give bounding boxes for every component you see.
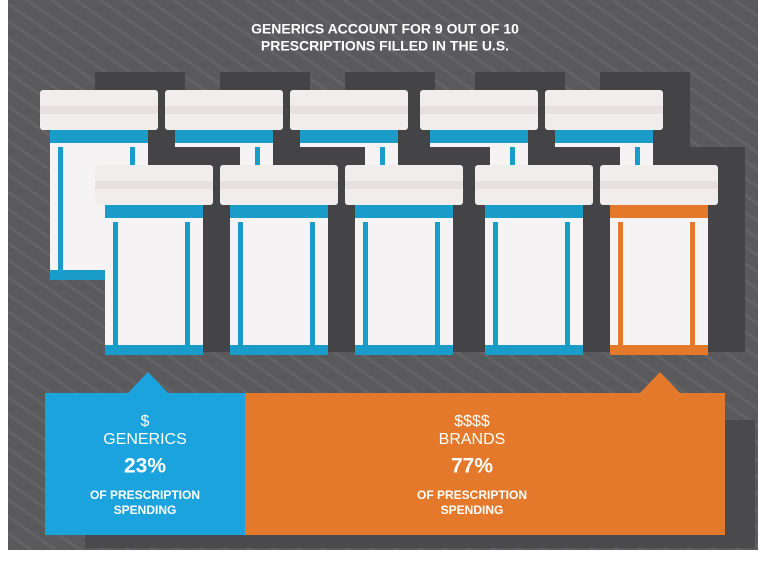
bottle-base bbox=[610, 345, 708, 355]
bottle-neck bbox=[105, 203, 203, 219]
note: OF PRESCRIPTION bbox=[417, 488, 527, 502]
bottle-stripe bbox=[493, 222, 498, 347]
bottle-stripe bbox=[690, 222, 695, 347]
cap-band bbox=[95, 181, 213, 189]
bottle-stripe bbox=[58, 147, 63, 272]
infographic: GENERICS ACCOUNT FOR 9 OUT OF 10 PRESCRI… bbox=[0, 0, 766, 564]
cap-band bbox=[420, 106, 538, 114]
bottle-neck bbox=[355, 203, 453, 219]
bottle-stripe bbox=[618, 222, 623, 347]
label: GENERICS bbox=[103, 431, 187, 448]
note: OF PRESCRIPTION bbox=[90, 488, 200, 502]
symbol: $$$$ bbox=[454, 413, 490, 430]
bottle-base bbox=[485, 345, 583, 355]
bottles bbox=[40, 72, 745, 355]
value: 23% bbox=[124, 455, 166, 478]
value: 77% bbox=[451, 455, 493, 478]
cap-band bbox=[290, 106, 408, 114]
bottle-stripe bbox=[435, 222, 440, 347]
title: GENERICS ACCOUNT FOR 9 OUT OF 10 PRESCRI… bbox=[251, 21, 519, 54]
cap-band bbox=[345, 181, 463, 189]
bottle-neck bbox=[485, 203, 583, 219]
bottle-stripe bbox=[113, 222, 118, 347]
cap-band bbox=[475, 181, 593, 189]
bottle-base bbox=[105, 345, 203, 355]
cap-band bbox=[600, 181, 718, 189]
bottle-base bbox=[355, 345, 453, 355]
bottle-stripe bbox=[310, 222, 315, 347]
cap-band bbox=[40, 106, 158, 114]
bottle-neck bbox=[430, 128, 528, 144]
bottle-stripe bbox=[238, 222, 243, 347]
bottle-neck bbox=[555, 128, 653, 144]
note: SPENDING bbox=[441, 503, 504, 517]
note: SPENDING bbox=[114, 503, 177, 517]
symbol: $ bbox=[141, 413, 150, 430]
bottle-stripe bbox=[185, 222, 190, 347]
bottle-neck bbox=[610, 203, 708, 219]
bottle-base bbox=[230, 345, 328, 355]
bottle-neck bbox=[175, 128, 273, 144]
cap-band bbox=[220, 181, 338, 189]
bottle-neck bbox=[50, 128, 148, 144]
title-line: PRESCRIPTIONS FILLED IN THE U.S. bbox=[261, 38, 509, 54]
bottle-stripe bbox=[363, 222, 368, 347]
bottle-neck bbox=[230, 203, 328, 219]
cap-band bbox=[545, 106, 663, 114]
bottle-stripe bbox=[565, 222, 570, 347]
bottle-neck bbox=[300, 128, 398, 144]
label: BRANDS bbox=[439, 431, 506, 448]
cap-band bbox=[165, 106, 283, 114]
title-line: GENERICS ACCOUNT FOR 9 OUT OF 10 bbox=[251, 21, 519, 37]
